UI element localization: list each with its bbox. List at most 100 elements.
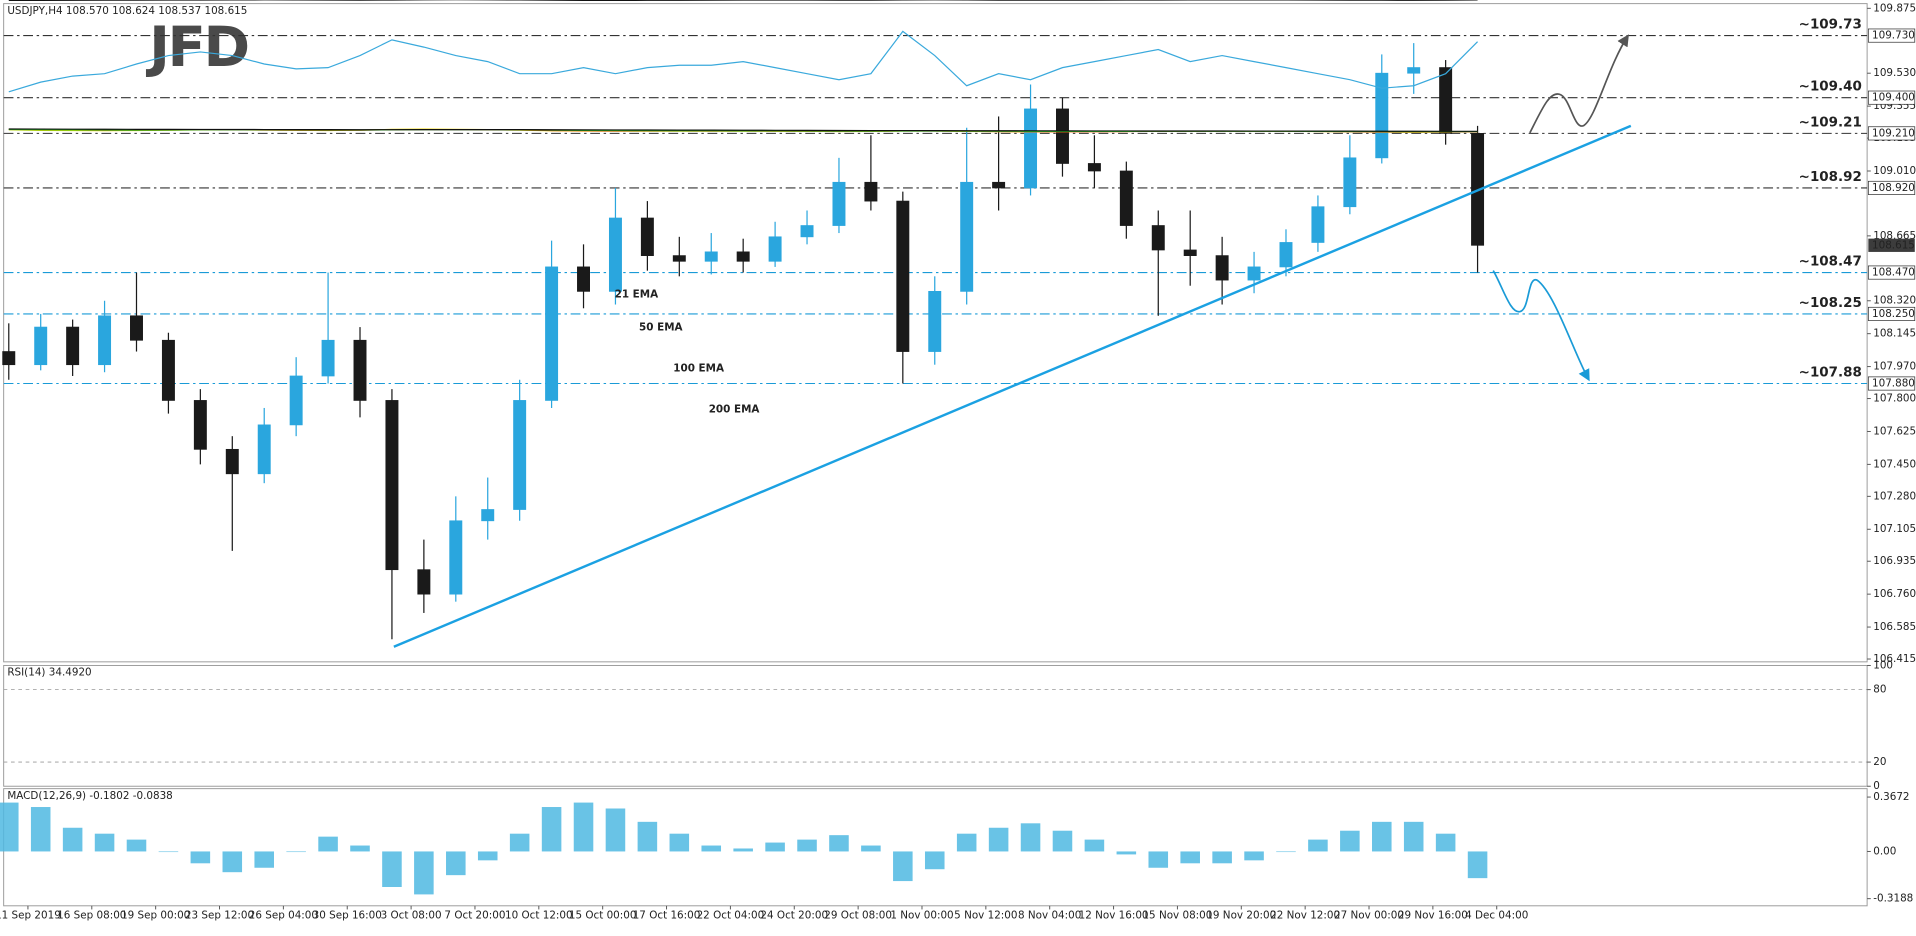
panel-title: MACD(12,26,9) -0.1802 -0.0838 — [7, 790, 172, 802]
candle-body — [1024, 108, 1038, 189]
level-tag-label: 108.470 — [1872, 267, 1915, 279]
x-tick-label: 1 Nov 00:00 — [890, 910, 953, 922]
x-tick-label: 27 Nov 00:00 — [1334, 910, 1404, 922]
histogram-bar — [669, 833, 690, 852]
histogram-bar — [286, 851, 306, 853]
y-tick-label: 107.280 — [1873, 490, 1916, 502]
histogram-bar — [1212, 851, 1232, 864]
candle-body — [608, 217, 622, 292]
level-tag — [1867, 376, 1916, 391]
x-tick-label: 26 Sep 04:00 — [249, 910, 318, 922]
candle-body — [1343, 157, 1357, 208]
y-tick-label: 0.00 — [1873, 845, 1896, 857]
candle-body — [98, 315, 112, 366]
level-label: ~109.40 — [1799, 80, 1862, 95]
y-tick-label: 107.450 — [1873, 458, 1916, 470]
histogram-bar — [1052, 830, 1073, 852]
ema-label: 50 EMA — [639, 321, 682, 333]
candle-body — [928, 290, 942, 352]
candle-body — [481, 509, 495, 522]
y-tick-label: 106.760 — [1873, 588, 1916, 600]
y-tick-label: 107.105 — [1873, 523, 1916, 535]
x-tick-label: 30 Sep 16:00 — [313, 910, 382, 922]
histogram-bar — [605, 808, 626, 852]
x-tick-label: 16 Sep 08:00 — [57, 910, 126, 922]
level-tag-label: 107.880 — [1872, 378, 1915, 390]
x-tick-label: 11 Sep 2019 — [0, 910, 61, 922]
candle-body — [385, 400, 399, 571]
y-tick-label: -0.3188 — [1873, 893, 1913, 905]
candle-body — [577, 266, 590, 292]
candle-body — [1056, 108, 1069, 164]
candle-body — [417, 569, 431, 595]
histogram-bar — [988, 827, 1009, 852]
ema-line — [8, 128, 1478, 132]
candle-body — [1087, 163, 1101, 172]
x-tick-label: 19 Nov 20:00 — [1206, 910, 1276, 922]
candle-body — [1311, 206, 1325, 243]
candle-body — [66, 326, 80, 366]
histogram-bar — [158, 851, 179, 853]
level-tag — [1867, 90, 1916, 105]
candle-body — [672, 255, 686, 262]
x-tick-label: 12 Nov 16:00 — [1079, 910, 1149, 922]
histogram-bar — [1276, 851, 1296, 853]
histogram-bar — [0, 802, 19, 852]
y-tick-label: 107.625 — [1873, 426, 1916, 438]
y-tick-label: 107.800 — [1873, 393, 1916, 405]
histogram-bar — [477, 851, 498, 861]
histogram-bar — [829, 835, 849, 852]
histogram-bar — [765, 842, 785, 852]
candle-body — [2, 351, 16, 366]
last-price-label: 108.615 — [1872, 239, 1915, 251]
candle-body — [130, 315, 143, 341]
candle-body — [864, 181, 878, 202]
candle-body — [1439, 67, 1453, 134]
candle-body — [353, 339, 367, 401]
histogram-bar — [1244, 851, 1264, 861]
candle-body — [736, 251, 750, 262]
level-tag-label: 109.210 — [1872, 127, 1915, 139]
histogram-bar — [733, 848, 753, 852]
trendline — [393, 124, 1632, 648]
candle-body — [832, 181, 846, 226]
level-label: ~107.88 — [1799, 366, 1862, 381]
histogram-bar — [861, 845, 881, 852]
histogram-bar — [350, 845, 370, 852]
x-tick-label: 22 Oct 04:00 — [697, 910, 765, 922]
histogram-bar — [222, 851, 243, 873]
rsi-line — [8, 30, 1479, 93]
y-tick-label: 80 — [1873, 684, 1886, 696]
y-tick-label: 108.665 — [1873, 230, 1916, 242]
x-tick-label: 15 Oct 00:00 — [569, 910, 637, 922]
x-tick-label: 15 Nov 08:00 — [1142, 910, 1212, 922]
histogram-bar — [924, 851, 945, 870]
level-tag — [1867, 126, 1916, 141]
candle-body — [1407, 67, 1421, 74]
candle-body — [161, 339, 175, 401]
level-tag — [1867, 306, 1916, 321]
y-tick-label: 109.875 — [1873, 2, 1916, 14]
histogram-bar — [1340, 830, 1360, 852]
candle-body — [193, 400, 207, 450]
histogram-bar — [797, 839, 817, 852]
x-tick-label: 10 Oct 12:00 — [505, 910, 573, 922]
y-tick-label: 108.320 — [1873, 295, 1916, 307]
y-tick-label: 20 — [1873, 756, 1886, 768]
scenario-down-arrow — [1492, 270, 1590, 382]
histogram-bar — [1020, 823, 1041, 852]
y-tick-label: 0 — [1873, 780, 1880, 792]
ema-label: 21 EMA — [615, 289, 658, 301]
panel-title: USDJPY,H4 108.570 108.624 108.537 108.61… — [7, 5, 247, 17]
histogram-bar — [126, 839, 147, 852]
candle-body — [640, 217, 654, 256]
candle-body — [321, 339, 335, 377]
x-tick-label: 17 Oct 16:00 — [633, 910, 701, 922]
histogram-bar — [62, 827, 83, 852]
histogram-bar — [1180, 851, 1200, 864]
y-tick-label: 108.145 — [1873, 328, 1916, 340]
x-tick-label: 3 Oct 08:00 — [381, 910, 442, 922]
histogram-bar — [382, 851, 402, 887]
x-tick-label: 29 Oct 08:00 — [824, 910, 892, 922]
